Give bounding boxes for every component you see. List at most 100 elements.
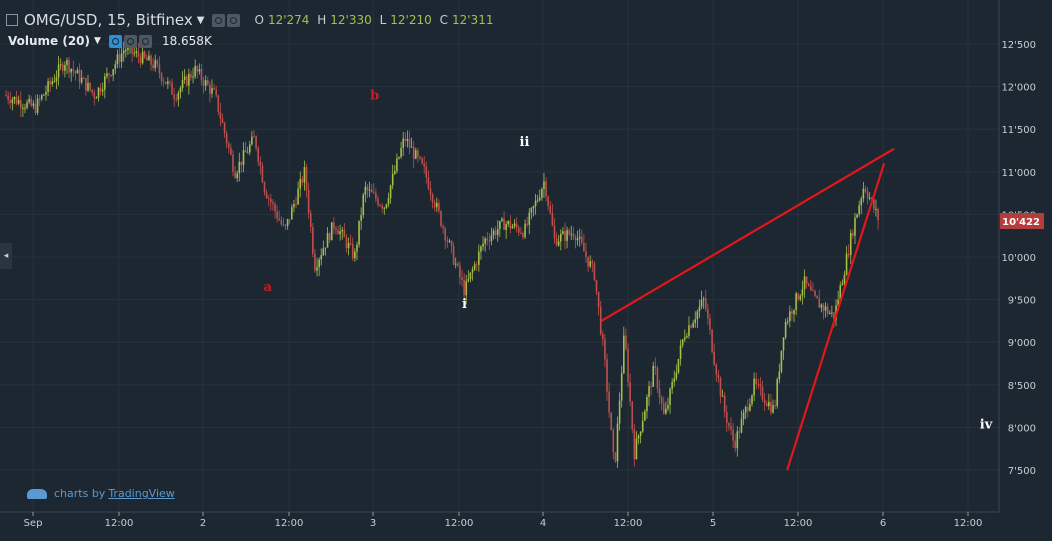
candle-body [656,367,659,389]
y-tick-label: 10'000 [1001,253,1036,264]
eye-icon[interactable] [108,34,122,48]
candle-body [820,304,823,308]
candle-body [501,218,503,222]
candle-body [459,265,461,278]
candle-body [732,429,734,441]
candle-body [307,190,310,214]
candle-body [587,256,589,267]
candle-body [410,146,413,148]
chevron-down-icon[interactable]: ▼ [196,14,205,26]
candle-body [707,308,709,319]
candle-body [650,386,652,388]
tradingview-watermark[interactable]: charts by TradingView [27,487,175,500]
candle-body [89,82,91,90]
candle-body [440,210,442,226]
candle-body [467,278,470,281]
candle-body [633,429,636,460]
x-tick-label: 5 [710,518,716,529]
wave-label: ii [520,135,530,150]
candle-body [213,88,215,90]
candle-body [585,251,587,257]
candle-body [709,318,711,330]
watermark-brand[interactable]: TradingView [108,487,175,500]
candle-body [740,419,743,433]
candle-body [738,431,741,433]
candle-body [179,88,182,93]
candle-body [507,221,510,225]
left-panel-toggle[interactable]: ◂ [0,243,12,269]
candle-body [536,199,539,201]
candle-body [160,73,163,81]
eye-icon[interactable] [212,13,226,27]
candle-body [223,123,226,134]
candle-body [11,99,14,104]
candle-body [679,345,682,359]
settings-icon[interactable] [227,13,241,27]
candle-body [690,325,692,328]
candle-body [204,80,207,86]
trendline[interactable] [786,162,886,471]
candle-body [749,404,751,411]
candle-body [492,230,495,236]
candle-body [545,181,547,197]
candle-body [534,200,537,207]
time-axis[interactable]: Sep 12:00 2 12:00 3 12:00 4 12:00 5 12:00 6 12:00 [0,511,999,529]
candle-body [215,89,217,96]
candle-body [389,185,392,199]
trendline[interactable] [600,147,895,322]
ohlc-high-value: 12'330 [330,13,372,27]
price-axis[interactable]: 12'50012'00011'50011'00010'50010'0009'50… [998,0,1044,512]
candle-body [154,60,157,68]
candle-body [291,207,293,220]
candle-body [51,81,54,85]
candle-body [856,214,858,218]
candle-body [59,64,62,66]
candle-body [360,215,362,221]
y-tick-label: 8'000 [1008,423,1036,434]
candle-body [847,253,850,256]
x-tick-label: 3 [370,518,376,529]
candle-body [742,412,745,420]
candle-body [818,298,821,308]
candle-body [763,399,766,404]
close-icon[interactable] [138,34,152,48]
candle-body [814,291,816,296]
candle-body [511,226,514,229]
candle-body [841,283,844,286]
ohlc-close-value: 12'311 [451,13,494,27]
trendline-layer[interactable] [600,147,895,471]
candle-body [570,233,573,235]
volume-label[interactable]: Volume (20) [8,34,91,48]
symbol-title[interactable]: OMG/USD, 15, Bitfinex [24,11,193,29]
candle-body [715,364,718,375]
collapse-icon[interactable] [6,14,18,26]
settings-icon[interactable] [123,34,137,48]
candle-body [461,277,463,280]
candle-body [299,178,302,189]
candle-body [572,233,575,237]
candle-body [734,440,736,449]
candle-body [349,243,352,245]
candle-body [190,74,192,78]
candle-body [9,99,12,104]
candle-body [721,395,724,397]
candle-body [652,365,655,387]
candle-body [465,280,468,296]
candle-body [396,158,398,172]
candle-body [72,68,75,72]
candle-body [580,236,583,243]
chevron-down-icon[interactable]: ▼ [94,36,101,46]
candle-body [335,228,337,231]
candle-body [164,81,167,84]
candle-body [499,221,501,230]
candle-body [419,156,421,159]
candle-body [383,207,386,209]
candle-body [833,312,835,320]
candle-body [482,243,484,247]
candle-body [316,267,318,271]
candle-body [700,299,703,307]
candle-body [414,150,417,159]
candle-body [614,452,617,462]
